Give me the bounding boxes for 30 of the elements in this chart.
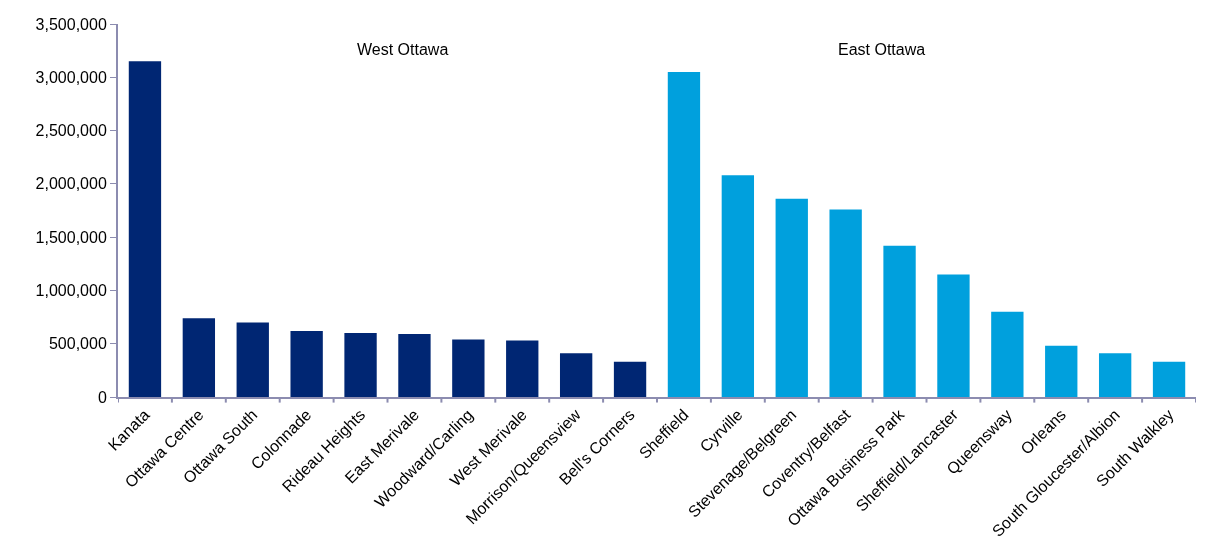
bar <box>667 71 701 397</box>
bar <box>991 311 1024 397</box>
bar <box>937 274 970 397</box>
y-tick-label: 500,000 <box>48 335 107 353</box>
bar <box>1098 353 1132 397</box>
bar <box>452 339 485 397</box>
y-tick-label: 1,500,000 <box>35 228 107 246</box>
bar <box>290 330 323 397</box>
y-tick-label: 0 <box>97 388 107 406</box>
y-tick-label: 3,500,000 <box>35 15 107 33</box>
bar <box>236 322 269 397</box>
annotation: West Ottawa <box>357 41 449 58</box>
bar <box>506 340 539 397</box>
bar <box>883 245 916 397</box>
y-tick-label: 2,500,000 <box>35 122 107 140</box>
bar <box>775 198 808 397</box>
bar <box>613 361 647 397</box>
y-tick-label: 1,000,000 <box>35 282 107 300</box>
bar <box>829 209 862 397</box>
bar <box>128 61 162 397</box>
y-tick-label: 2,000,000 <box>35 175 107 193</box>
bar <box>398 334 431 397</box>
bar <box>559 353 593 397</box>
bar <box>721 175 755 397</box>
y-tick-label: 3,000,000 <box>35 68 107 86</box>
annotation: East Ottawa <box>838 41 926 58</box>
bar <box>1152 361 1186 397</box>
bar <box>344 333 377 397</box>
bar <box>182 318 216 397</box>
bar <box>1045 345 1078 397</box>
